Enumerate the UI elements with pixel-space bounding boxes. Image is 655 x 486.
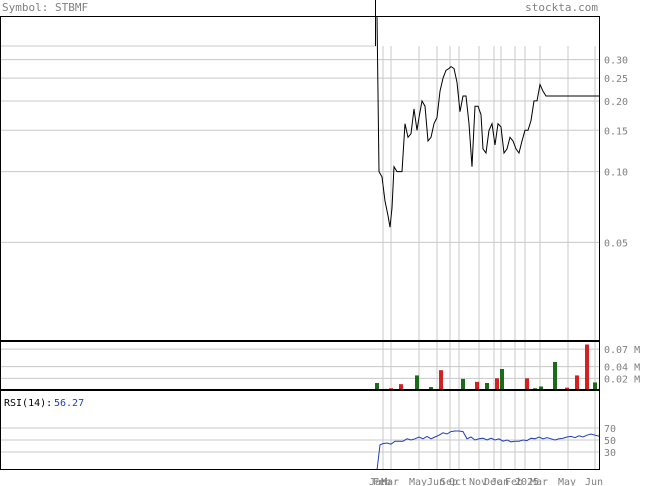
rsi-line	[376, 430, 601, 471]
price-line	[376, 15, 600, 228]
rsi-tick-label: 30	[604, 448, 616, 459]
volume-bar	[500, 369, 504, 390]
volume-tick-label: 0.04 M	[604, 363, 640, 374]
x-tick-label: Mar	[530, 477, 548, 486]
volume-bar	[429, 387, 433, 390]
price-tick-label: 0.15	[604, 126, 628, 137]
volume-bar	[553, 362, 557, 390]
rsi-panel	[376, 430, 601, 471]
volume-bar	[539, 386, 543, 390]
volume-panel	[375, 344, 597, 390]
volume-bar	[525, 378, 529, 390]
x-tick-label: Mar	[381, 477, 399, 486]
rsi-tick-label: 70	[604, 424, 616, 435]
price-tick-label: 0.25	[604, 74, 628, 85]
price-tick-label: 0.30	[604, 56, 628, 67]
rsi-frame	[0, 390, 600, 470]
volume-bar	[485, 383, 489, 390]
x-tick-label: May	[409, 477, 427, 486]
rsi-value: 56.27	[54, 398, 84, 409]
volume-bar	[585, 344, 589, 390]
x-tick-label: Dec	[484, 477, 502, 486]
volume-tick-label: 0.02 M	[604, 374, 640, 385]
x-tick-label: May	[558, 477, 576, 486]
volume-bar	[593, 382, 597, 390]
x-tick-label: Jun	[427, 477, 445, 486]
x-tick-label: Feb	[505, 477, 523, 486]
volume-bar	[439, 370, 443, 390]
price-tick-label: 0.05	[604, 238, 628, 249]
volume-frame	[0, 341, 600, 390]
x-tick-label: Feb	[373, 477, 391, 486]
price-frame	[0, 16, 600, 341]
volume-bar	[415, 375, 419, 390]
panel-frames	[0, 0, 600, 470]
x-tick-label: Oct	[449, 477, 467, 486]
grid-layer	[0, 45, 600, 470]
volume-bar	[575, 375, 579, 390]
rsi-tick-label: 50	[604, 436, 616, 447]
rsi-label: RSI(14):	[4, 398, 52, 409]
price-tick-label: 0.20	[604, 97, 628, 108]
volume-bar	[495, 378, 499, 390]
price-panel	[376, 15, 600, 228]
x-tick-label: 2025	[515, 477, 539, 486]
x-tick-label: Jan	[369, 477, 387, 486]
x-tick-label: Sep	[440, 477, 458, 486]
price-tick-label: 0.10	[604, 168, 628, 179]
volume-bar	[399, 384, 403, 390]
symbol-label: Symbol: STBMF	[2, 1, 88, 14]
volume-tick-label: 0.07 M	[604, 345, 640, 356]
x-tick-label: Jun	[585, 477, 603, 486]
x-tick-label: Nov	[469, 477, 487, 486]
x-tick-label: Jan	[491, 477, 509, 486]
volume-bar	[565, 387, 569, 390]
brand-label: stockta.com	[525, 1, 598, 14]
volume-bar	[375, 383, 379, 390]
volume-bar	[475, 381, 479, 390]
volume-bar	[461, 378, 465, 390]
